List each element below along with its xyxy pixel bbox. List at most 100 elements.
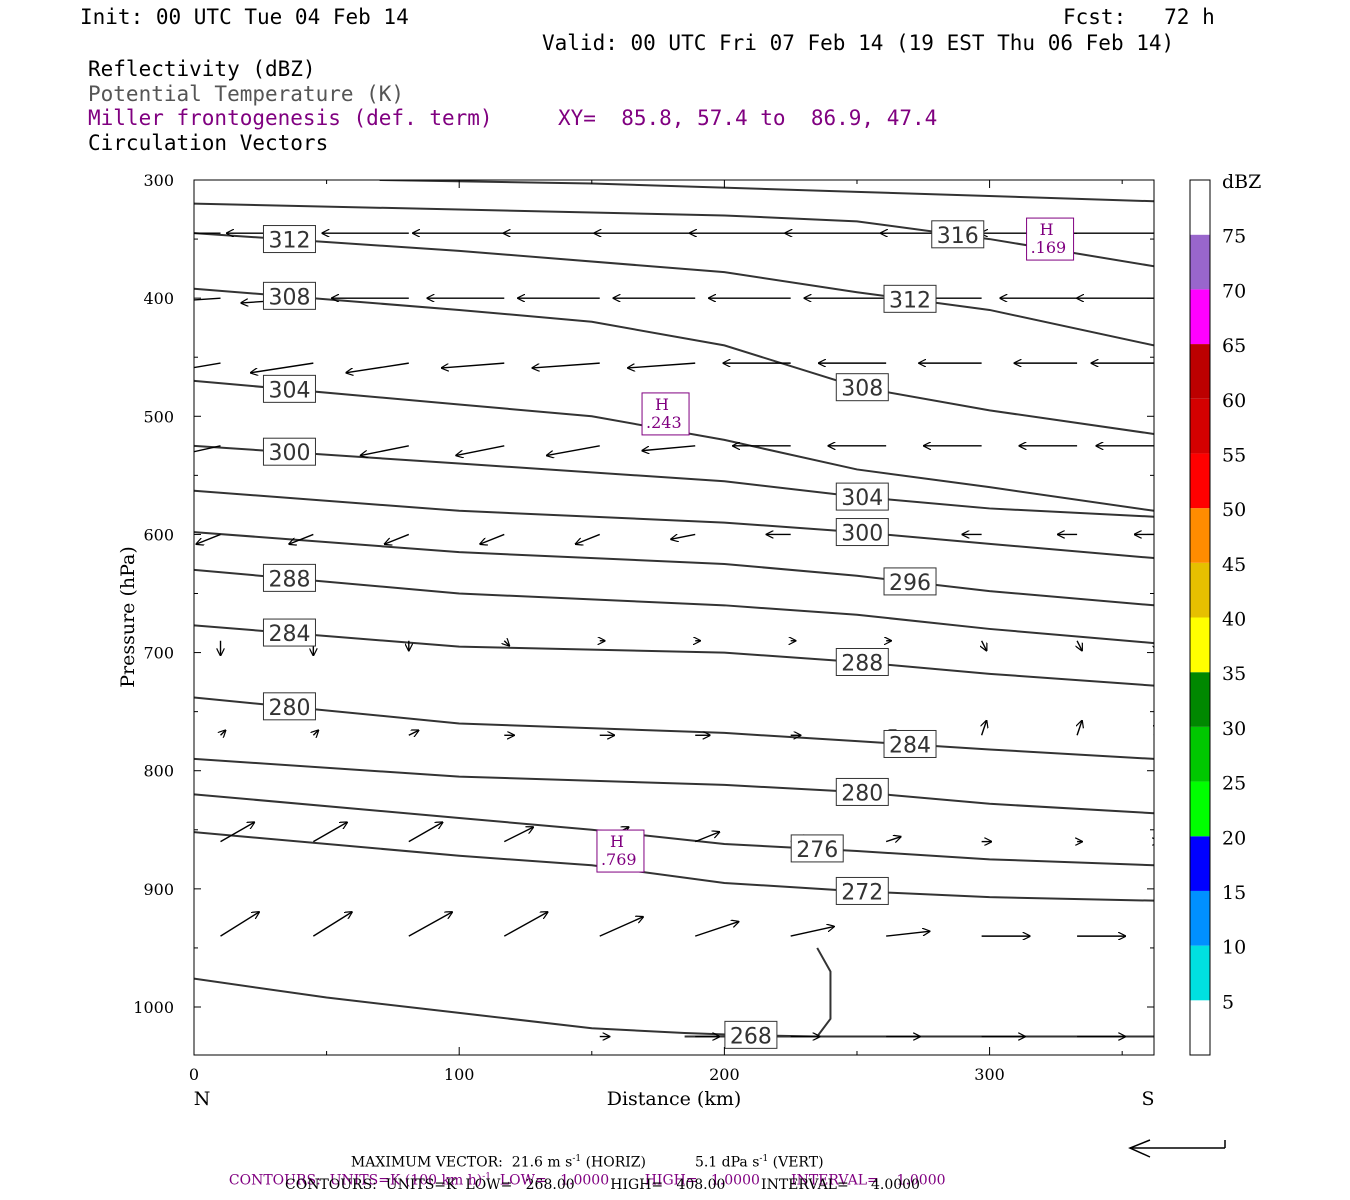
colorbar-label: 40 (1222, 609, 1246, 631)
circulation-vector (194, 362, 221, 369)
svg-text:280: 280 (268, 696, 310, 721)
svg-text:268: 268 (730, 1024, 772, 1049)
max-vector-label: MAXIMUM VECTOR: (350, 1154, 503, 1171)
circulation-vector (408, 822, 443, 843)
theta-contour-304 (194, 444, 1154, 518)
colorbar-label: 70 (1222, 280, 1246, 302)
colorbar-label: 10 (1222, 937, 1246, 959)
circulation-vector (642, 445, 696, 451)
colorbar-frame (1189, 179, 1211, 1056)
theta-contour-272 (194, 831, 1154, 902)
circulation-vector (982, 640, 987, 651)
circulation-vector (790, 927, 834, 937)
reference-vector (1128, 1139, 1226, 1158)
circulation-vector (194, 445, 221, 453)
svg-text:296: 296 (889, 571, 931, 596)
circulation-vector (408, 730, 419, 735)
y-tick-label: 1000 (133, 998, 174, 1017)
frontogenesis-max-label: H (1040, 220, 1054, 239)
theta-contour-320 (194, 202, 1154, 268)
circulation-vector (312, 912, 351, 937)
theta-contour-292 (194, 568, 1154, 645)
colorbar-swatch (1190, 726, 1210, 782)
contour-label-304: 304 (835, 482, 889, 511)
circulation-vector (885, 837, 900, 842)
svg-text:304: 304 (841, 486, 883, 511)
contour-label-312: 312 (262, 225, 316, 254)
circulation-vector (504, 641, 509, 646)
svg-text:300: 300 (268, 441, 310, 466)
circulation-vector (547, 445, 600, 456)
field-circulation-vectors: Circulation Vectors (88, 131, 329, 155)
frontogenesis-maximum: H.169 (1026, 217, 1075, 261)
contour-label-308: 308 (835, 373, 889, 402)
frontogenesis-max-value: .769 (601, 850, 637, 869)
colorbar-swatch (1190, 344, 1210, 399)
circulation-vector (694, 832, 719, 843)
contour-label-296: 296 (883, 567, 937, 596)
svg-text:284: 284 (268, 622, 310, 647)
horiz-tag: (HORIZ) (585, 1154, 646, 1171)
colorbar-label: 30 (1222, 718, 1246, 740)
theta-contour-316 (194, 232, 1154, 347)
y-tick-label: 900 (143, 880, 174, 899)
init-time: Init: 00 UTC Tue 04 Feb 14 (80, 5, 409, 29)
circulation-vector (503, 912, 547, 937)
svg-text:276: 276 (796, 838, 838, 863)
circulation-vector (346, 362, 409, 373)
theta-contour-300 (194, 489, 1154, 560)
x-tick-label: 200 (709, 1065, 740, 1084)
circulation-vector (385, 533, 410, 544)
colorbar-swatch (1190, 289, 1210, 345)
plot-frame (193, 179, 1155, 1056)
circulation-vector (1154, 721, 1159, 735)
circulation-vector (289, 533, 314, 544)
circulation-vector (1077, 721, 1082, 736)
x-axis-label: Distance (km) (607, 1088, 742, 1110)
colorbar-label: 25 (1222, 773, 1246, 795)
theta-contour-284 (194, 696, 1154, 760)
y-tick-label: 600 (143, 525, 174, 544)
frontogenesis-maximum: H.243 (641, 392, 690, 436)
colorbar-label: 20 (1222, 827, 1246, 849)
colorbar-swatch (1190, 890, 1210, 946)
vert-tag: (VERT) (772, 1154, 824, 1171)
colorbar-label: 5 (1222, 991, 1234, 1013)
colorbar-label: 60 (1222, 390, 1246, 412)
colorbar-swatch (1190, 781, 1210, 837)
theta-contour-296 (194, 531, 1154, 607)
north-end-label: N (194, 1088, 211, 1110)
vert-exponent: -1 (759, 1154, 769, 1164)
circulation-vector (1077, 640, 1082, 651)
theta-contour-info: CONTOURS: UNITS=K LOW= 268.00 HIGH= 408.… (285, 1177, 920, 1193)
frontogenesis-max-label: H (610, 832, 624, 851)
cross-section-endpoints: XY= 85.8, 57.4 to 86.9, 47.4 (558, 106, 938, 130)
svg-text:280: 280 (841, 781, 883, 806)
circulation-vector (220, 822, 255, 843)
circulation-vector (408, 912, 452, 937)
contour-label-308: 308 (262, 281, 316, 310)
contour-label-300: 300 (262, 437, 316, 466)
contour-label-280: 280 (262, 692, 316, 721)
contour-label-288: 288 (262, 563, 316, 592)
circulation-vector (576, 533, 601, 544)
colorbar-label: 75 (1222, 226, 1246, 248)
frontogenesis-contour-info: CONTOURS: UNITS=K (100 km h)-1 LOW= 1.00… (220, 1159, 946, 1188)
theta-contour-324 (379, 180, 1154, 203)
circulation-vector (671, 533, 696, 539)
colorbar-unit: dBZ (1222, 171, 1261, 193)
theta-contour-308 (194, 379, 1154, 512)
horiz-max-vector: 21.6 m s (511, 1154, 573, 1171)
svg-text:312: 312 (889, 288, 931, 313)
y-tick-label: 700 (143, 644, 174, 663)
contour-label-272: 272 (835, 876, 889, 905)
colorbar-label: 65 (1222, 335, 1246, 357)
circulation-vector (442, 362, 505, 368)
horiz-exponent: -1 (572, 1154, 582, 1164)
contour-label-304: 304 (262, 374, 316, 403)
colorbar-swatch (1190, 945, 1210, 1001)
colorbar-swatch (1190, 180, 1210, 235)
circulation-vector (313, 730, 318, 735)
contour-label-284: 284 (262, 618, 316, 647)
